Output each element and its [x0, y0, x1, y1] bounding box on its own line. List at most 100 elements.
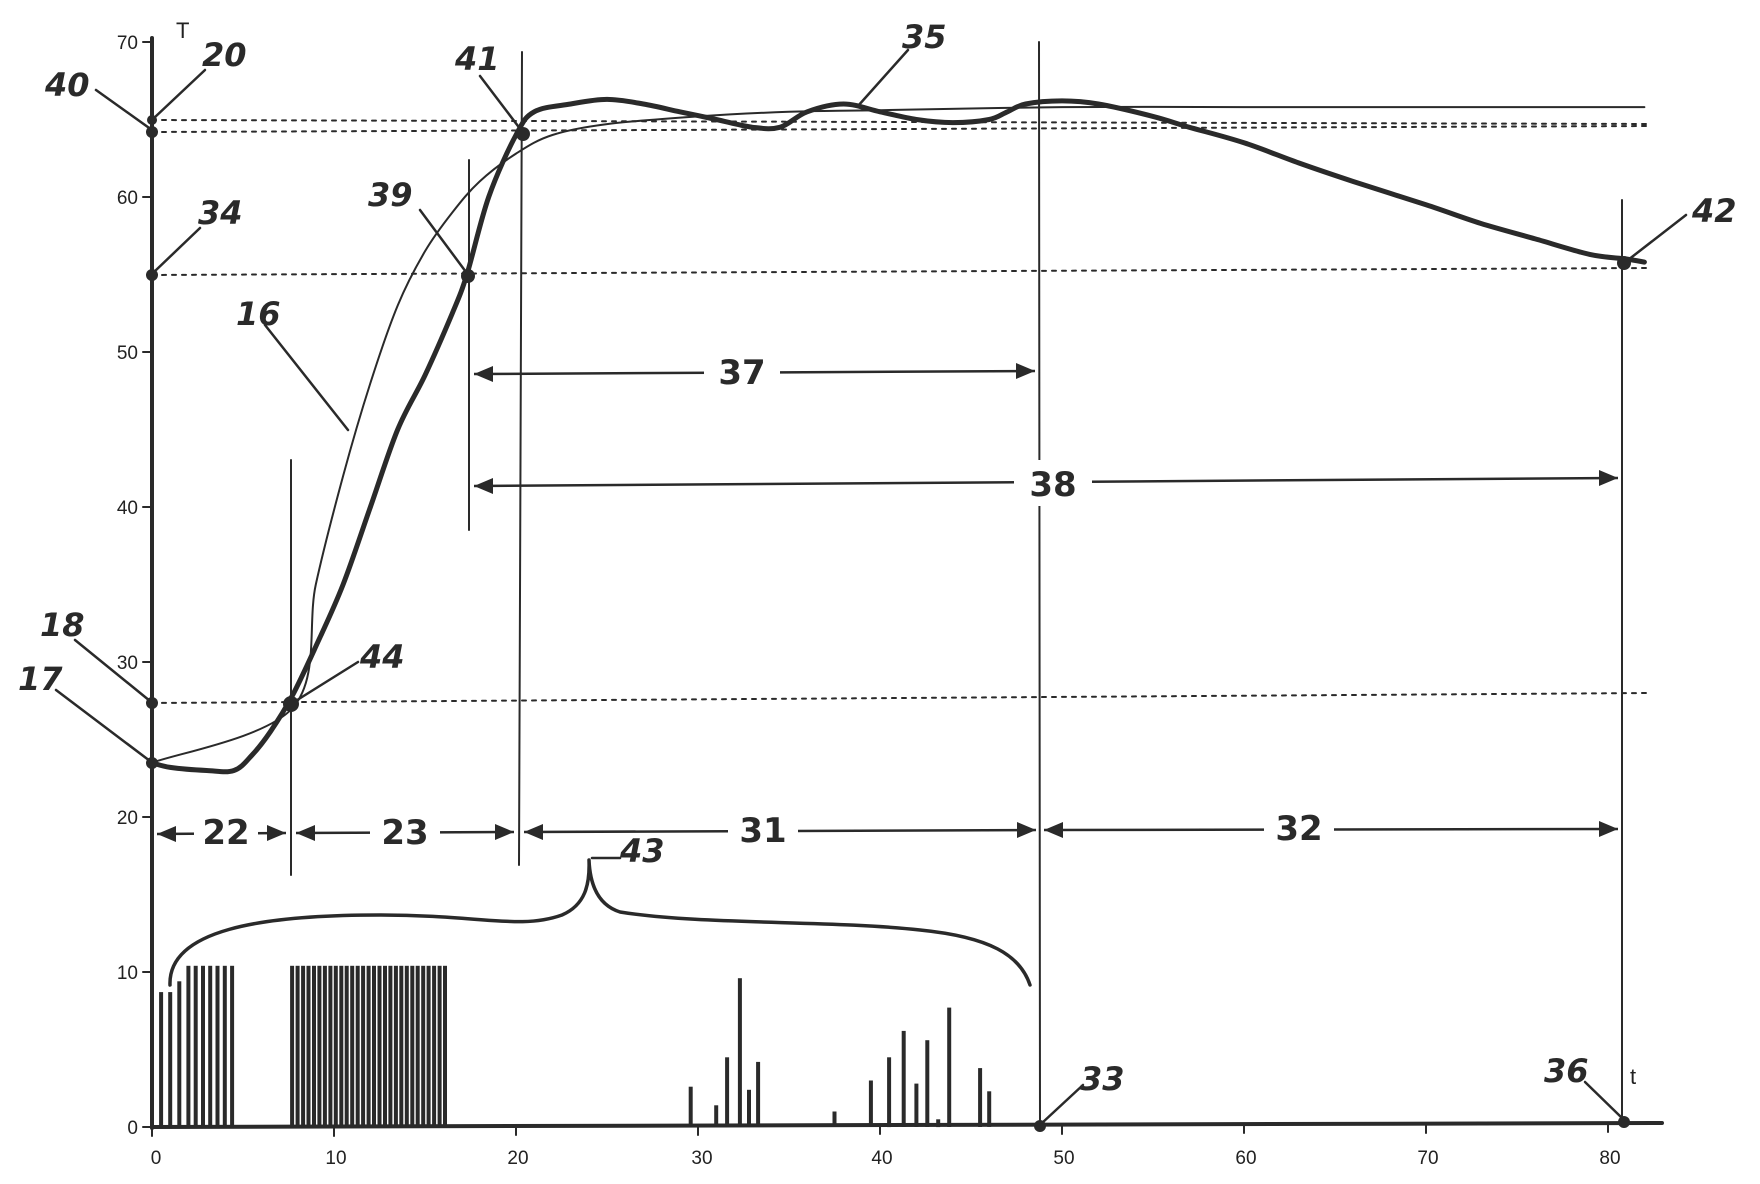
heating-pulse-bar — [296, 966, 300, 1127]
heating-pulse-bar — [725, 1057, 729, 1127]
interval-arrows — [157, 363, 1618, 842]
y-tick-label: 20 — [117, 808, 138, 829]
heating-pulse-bar — [714, 1105, 718, 1127]
heating-pulse-bar — [345, 966, 349, 1127]
heating-pulse-bar — [378, 966, 382, 1127]
x-tick-label: 10 — [325, 1148, 346, 1169]
leader-18 — [75, 640, 150, 701]
ref-numeral-44: 44 — [359, 638, 405, 676]
interval-label-boxes — [194, 350, 1334, 854]
point-41 — [516, 127, 530, 141]
heating-pulse-bar — [410, 966, 414, 1127]
arrowhead — [267, 825, 286, 841]
heating-pulse-bar — [150, 1012, 154, 1127]
heating-pulse-bar — [194, 966, 198, 1127]
ref-numeral-32: 32 — [1275, 809, 1322, 849]
x-tick-label: 0 — [151, 1148, 162, 1169]
level-line-64 — [152, 126, 1650, 132]
heating-pulse-bar — [405, 966, 409, 1127]
heating-pulse-bar — [399, 966, 403, 1127]
heating-pulse-bar — [887, 1057, 891, 1127]
ref-numeral-40: 40 — [44, 66, 90, 104]
y-tick-label: 70 — [117, 33, 138, 54]
leader-36 — [1585, 1082, 1622, 1118]
heating-pulse-bar — [230, 966, 234, 1127]
arrowhead — [495, 824, 514, 840]
heating-pulse-bar — [350, 966, 354, 1127]
heating-pulse-bar — [372, 966, 376, 1127]
level-line-28 — [152, 693, 1650, 703]
heating-pulse-bar — [747, 1090, 751, 1127]
point-39 — [461, 269, 475, 283]
heating-pulse-bar — [290, 966, 294, 1127]
heating-pulse-bar — [383, 966, 387, 1127]
arrowhead — [296, 825, 315, 841]
heating-pulse-bar — [317, 966, 321, 1127]
leader-40 — [96, 90, 152, 130]
heating-pulse-bar — [394, 966, 398, 1127]
heating-pulse-bar — [323, 966, 327, 1127]
arrowhead — [1016, 363, 1035, 379]
heating-pulse-bar — [361, 966, 365, 1127]
y-ticks: 0 10 20 30 40 50 60 70 — [117, 33, 152, 1139]
ref-numeral-43: 43 — [619, 832, 665, 870]
heating-pulse-bar — [356, 966, 360, 1127]
x-axis-label: t — [1630, 1064, 1636, 1089]
arrowhead — [1017, 822, 1036, 838]
leader-42 — [1628, 215, 1686, 260]
heating-pulse-bar — [421, 966, 425, 1127]
ref-numeral-41: 41 — [454, 40, 500, 78]
heating-pulse-bar — [936, 1119, 940, 1127]
heating-pulse-bar — [301, 966, 305, 1127]
ref-numeral-33: 33 — [1080, 1060, 1125, 1098]
ref-numeral-17: 17 — [18, 660, 63, 698]
heating-pulse-bar — [925, 1040, 929, 1127]
heating-pulse-bar — [902, 1031, 906, 1127]
arrowhead — [474, 366, 493, 382]
heating-pulse-bar — [756, 1062, 760, 1127]
x-ticks: 0 10 20 30 40 50 60 70 80 — [151, 1123, 1621, 1169]
ref-numeral-31: 31 — [739, 811, 786, 851]
y-tick-label: 0 — [127, 1118, 138, 1139]
heating-pulse-bar — [427, 966, 431, 1127]
heating-pulse-bar — [334, 966, 338, 1127]
heating-pulse-bar — [223, 966, 227, 1127]
arrowhead — [1599, 470, 1618, 486]
ref-numeral-36: 36 — [1544, 1052, 1589, 1090]
leader-17 — [56, 690, 150, 761]
x-tick-label: 20 — [507, 1148, 528, 1169]
heating-pulse-bar — [312, 966, 316, 1127]
ref-numeral-20: 20 — [202, 36, 247, 74]
marker-line-33 — [1039, 42, 1040, 1128]
heating-pulse-bar — [978, 1068, 982, 1127]
leader-39 — [420, 210, 466, 272]
arrowhead — [157, 826, 176, 842]
heating-pulse-bar — [177, 981, 181, 1127]
heating-pulse-bar — [432, 966, 436, 1127]
point-36 — [1618, 1116, 1630, 1128]
heating-pulse-bar — [186, 966, 190, 1127]
heating-pulse-bar — [869, 1081, 873, 1128]
ref-numeral-42: 42 — [1691, 192, 1737, 230]
heating-pulse-bar — [914, 1084, 918, 1127]
heating-pulse-bar — [201, 966, 205, 1127]
x-tick-label: 80 — [1599, 1148, 1620, 1169]
heating-pulse-bar — [738, 978, 742, 1127]
heating-pulse-bar — [689, 1087, 693, 1127]
x-tick-label: 60 — [1235, 1148, 1256, 1169]
y-tick-label: 60 — [117, 188, 138, 209]
heating-pulse-bar — [159, 992, 163, 1127]
ref-numeral-18: 18 — [40, 606, 85, 644]
ref-numeral-22: 22 — [202, 813, 249, 853]
y-tick-label: 40 — [117, 498, 138, 519]
heating-pulse-bar — [208, 966, 212, 1127]
heating-pulses — [150, 966, 991, 1127]
heating-pulse-bar — [388, 966, 392, 1127]
heating-pulse-bar — [328, 966, 332, 1127]
y-tick-label: 50 — [117, 343, 138, 364]
x-tick-label: 50 — [1053, 1148, 1074, 1169]
level-line-55 — [152, 268, 1650, 275]
heating-pulse-bar — [987, 1091, 991, 1127]
heating-pulse-bar — [438, 966, 442, 1127]
